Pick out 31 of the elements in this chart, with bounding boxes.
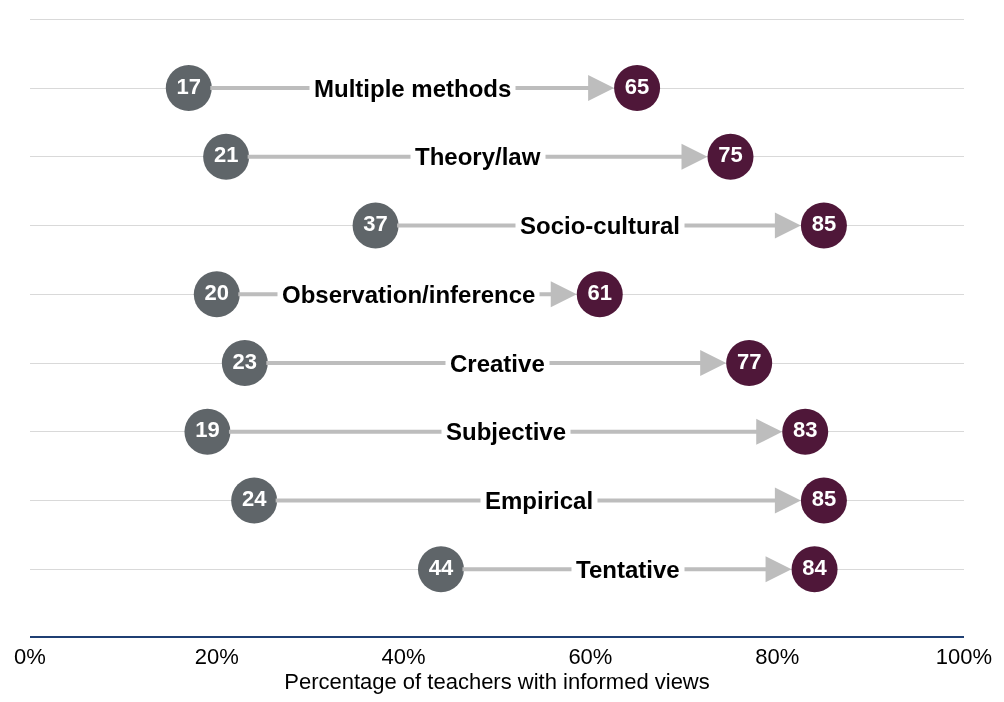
x-tick-label: 40% xyxy=(381,644,426,670)
data-label: 20 xyxy=(204,279,230,305)
data-label: 21 xyxy=(213,142,239,168)
data-label: 17 xyxy=(176,73,202,99)
data-label: 44 xyxy=(428,554,454,580)
x-tick-label: 60% xyxy=(568,644,613,670)
y-tick-label: Multiple methods xyxy=(314,75,512,102)
x-axis-title: Percentage of teachers with informed views xyxy=(284,669,710,695)
y-tick-label: Subjective xyxy=(446,418,567,445)
data-label: 23 xyxy=(232,348,258,374)
x-tick-label: 100% xyxy=(935,644,993,670)
y-tick-label: Observation/inference xyxy=(282,281,536,308)
x-tick-label: 80% xyxy=(755,644,800,670)
x-tick-label: 0% xyxy=(14,644,46,670)
data-label: 85 xyxy=(811,486,837,512)
y-tick-label: Creative xyxy=(450,350,545,377)
data-label: 65 xyxy=(624,73,650,99)
y-tick-label: Empirical xyxy=(485,487,594,514)
data-label: 24 xyxy=(241,486,268,512)
data-label: 83 xyxy=(792,417,818,443)
data-label: 37 xyxy=(363,211,388,237)
data-label: 84 xyxy=(802,554,828,580)
y-tick-label: Socio-cultural xyxy=(520,212,681,239)
data-label: 77 xyxy=(736,348,762,374)
data-label: 75 xyxy=(718,142,743,168)
y-tick-label: Tentative xyxy=(576,556,680,583)
data-label: 19 xyxy=(195,417,220,443)
data-label: 85 xyxy=(811,211,837,237)
y-tick-label: Theory/law xyxy=(415,143,541,170)
data-label: 61 xyxy=(587,279,612,305)
x-tick-label: 20% xyxy=(194,644,239,670)
